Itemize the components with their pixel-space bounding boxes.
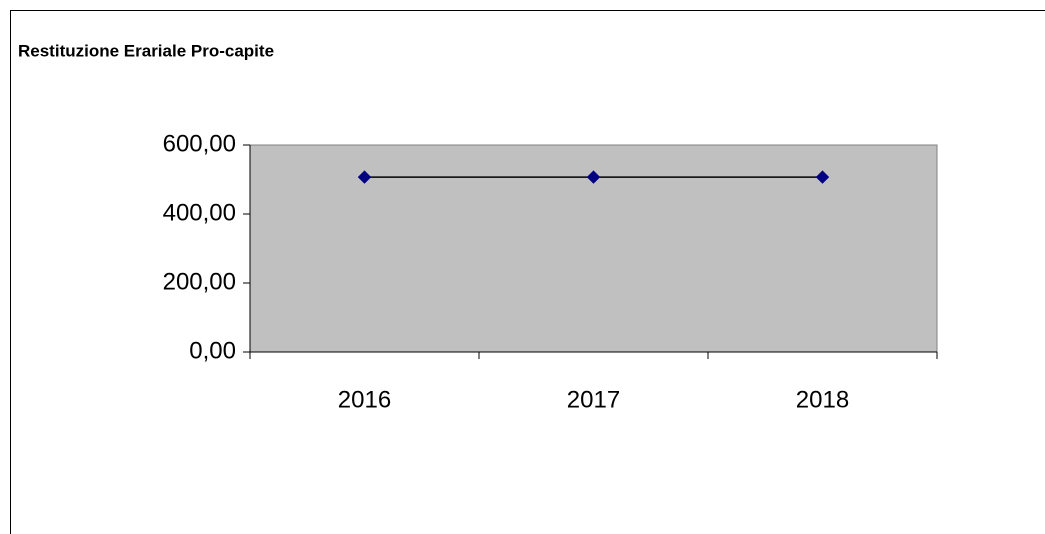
x-tick-label: 2016 (338, 386, 391, 413)
marker (586, 170, 601, 184)
y-tick-label: 0,00 (189, 337, 236, 364)
chart-title: Restituzione Erariale Pro-capite (18, 41, 274, 60)
chart-frame (10, 10, 1045, 534)
y-tick-label: 400,00 (163, 199, 236, 226)
marker (357, 170, 372, 184)
x-tick-label: 2018 (796, 386, 849, 413)
y-tick-label: 600,00 (163, 130, 236, 157)
y-tick-label: 200,00 (163, 268, 236, 295)
marker (815, 170, 830, 184)
x-tick-label: 2017 (567, 386, 620, 413)
